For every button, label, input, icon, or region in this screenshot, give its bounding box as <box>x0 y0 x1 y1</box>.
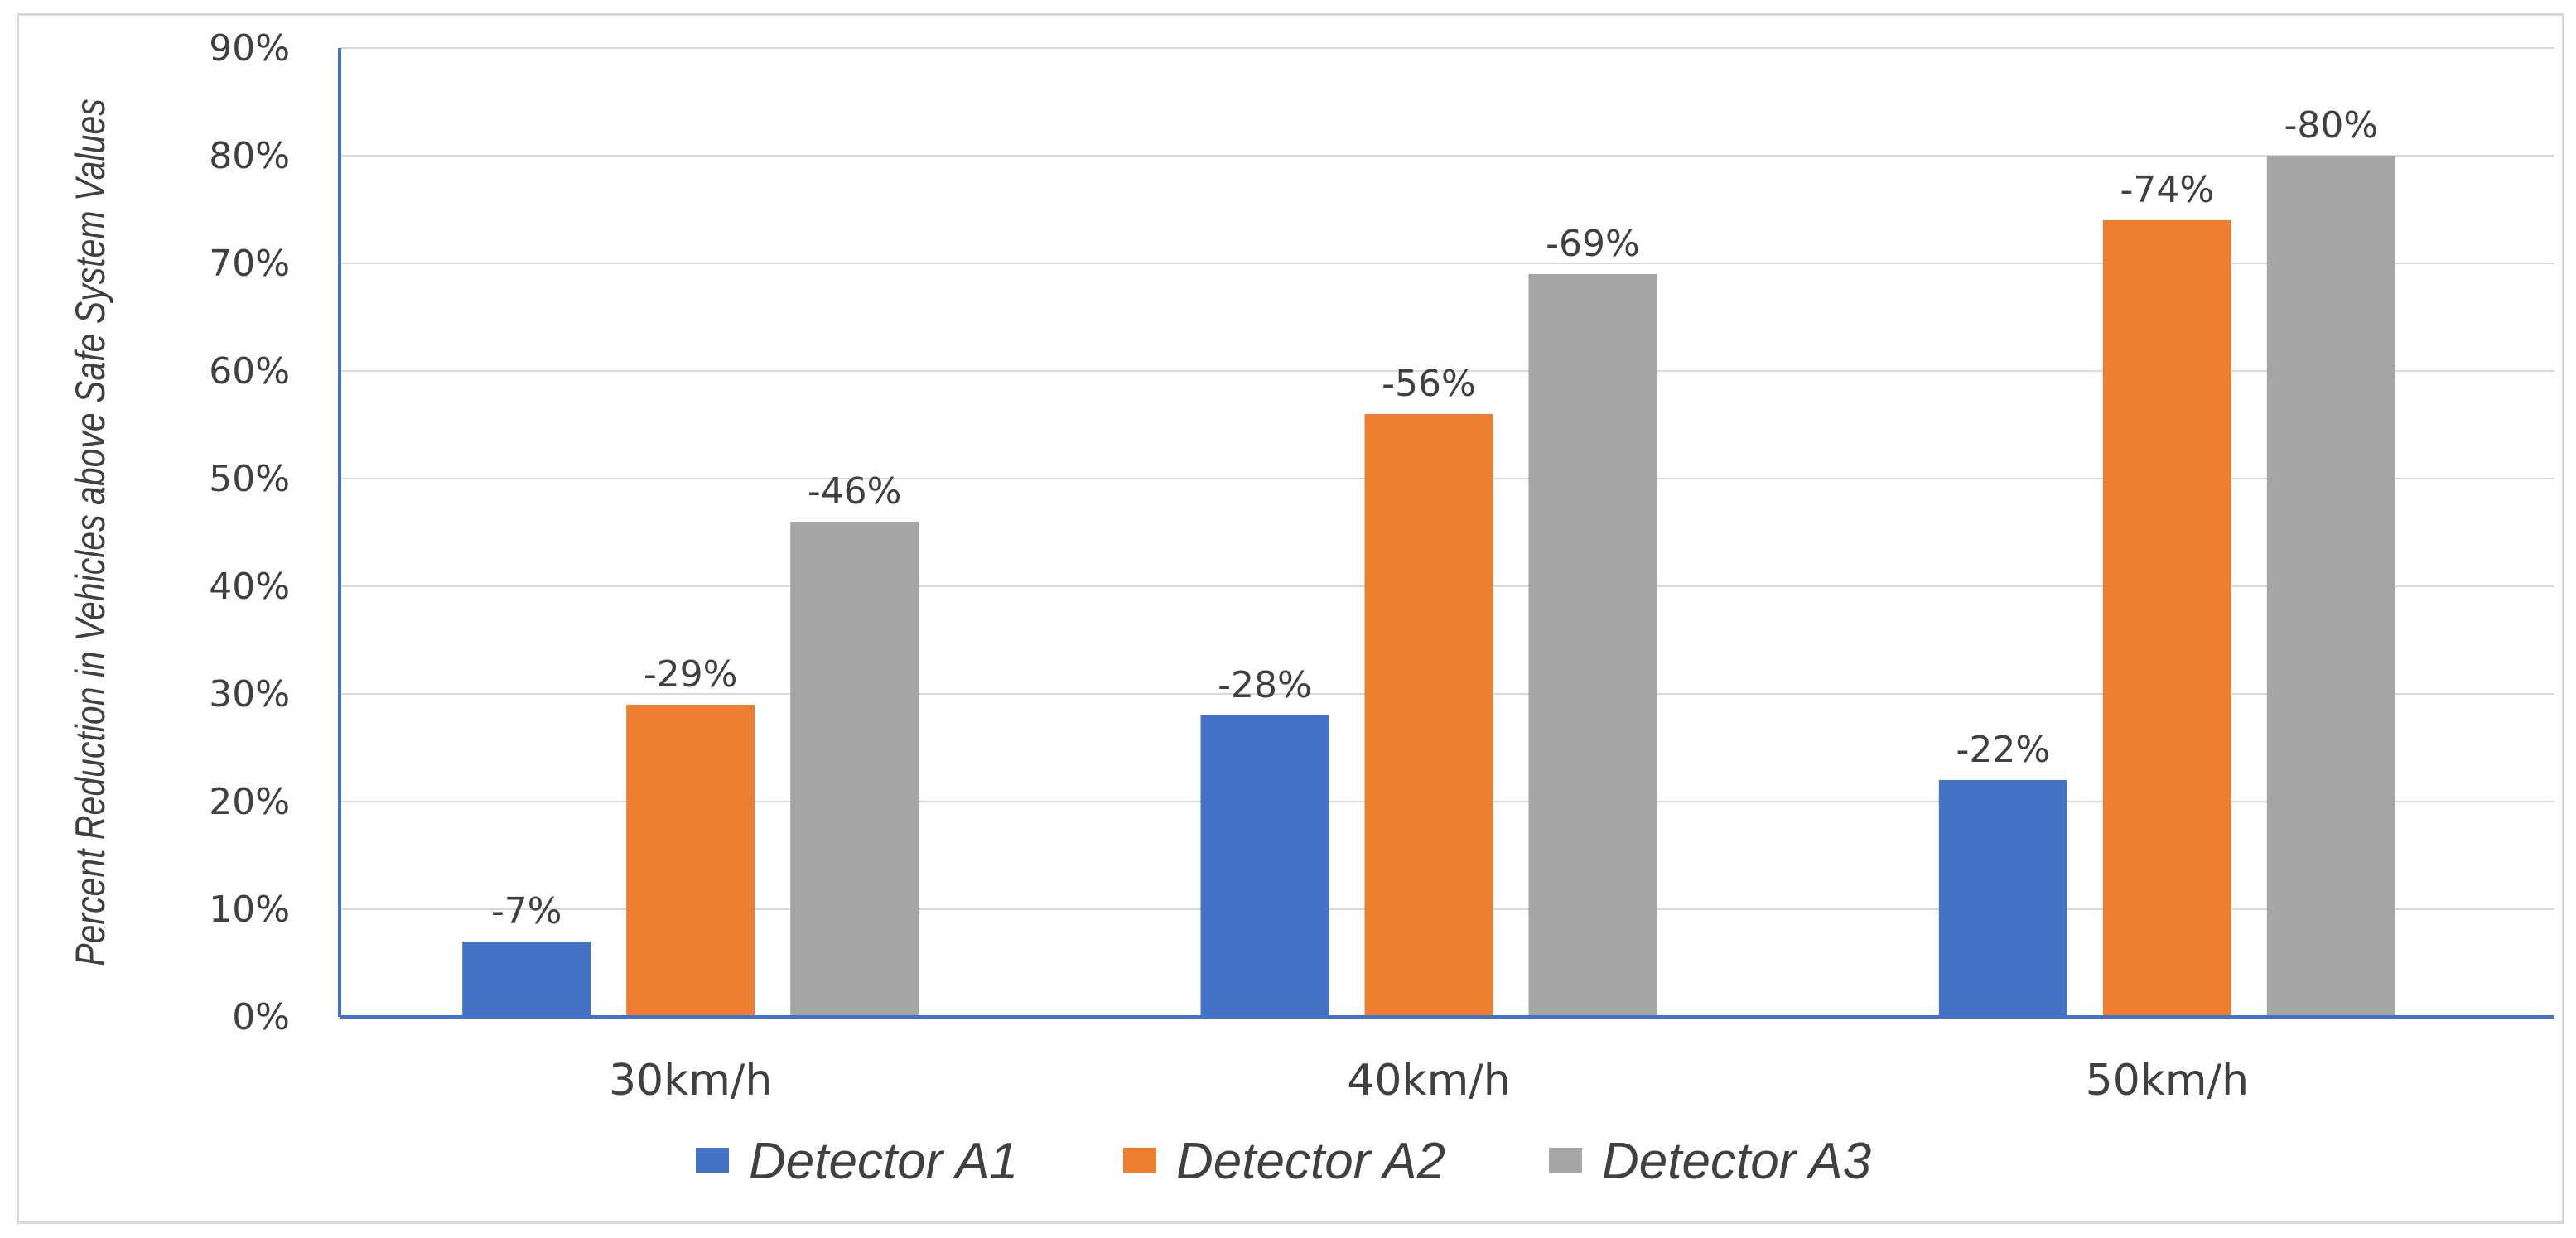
data-label: -80% <box>2284 104 2378 147</box>
data-label: -69% <box>1546 223 1640 265</box>
y-tick-label: 20% <box>209 781 290 823</box>
bar <box>2102 220 2231 1017</box>
bar <box>462 942 591 1017</box>
bar <box>1364 414 1493 1017</box>
bar <box>1938 780 2067 1017</box>
y-tick-label: 10% <box>209 889 290 931</box>
legend-label: Detector A3 <box>1602 1133 1871 1190</box>
y-tick-label: 40% <box>209 566 290 608</box>
x-tick-label: 30km/h <box>609 1056 772 1106</box>
data-label: -46% <box>808 470 902 513</box>
x-tick-label: 50km/h <box>2086 1056 2249 1106</box>
y-tick-label: 30% <box>209 673 290 715</box>
data-label: -22% <box>1956 729 2050 771</box>
legend-label: Detector A1 <box>749 1133 1018 1190</box>
y-tick-label: 80% <box>209 135 290 177</box>
y-tick-label: 90% <box>209 27 290 70</box>
data-label: -29% <box>644 653 738 696</box>
legend-swatch <box>696 1148 729 1173</box>
data-label: -74% <box>2120 169 2214 211</box>
legend-label: Detector A2 <box>1176 1133 1445 1190</box>
bar <box>790 522 919 1017</box>
x-tick-label: 40km/h <box>1347 1056 1510 1106</box>
data-label: -7% <box>491 890 562 932</box>
data-label: -28% <box>1218 664 1312 706</box>
y-axis-title: Percent Reduction in Vehicles above Safe… <box>67 99 113 966</box>
data-label: -56% <box>1382 363 1476 405</box>
y-tick-label: 0% <box>232 996 290 1038</box>
bar <box>1200 715 1329 1017</box>
bar <box>1528 274 1657 1017</box>
bar <box>626 705 755 1017</box>
y-tick-label: 50% <box>209 458 290 500</box>
legend-swatch <box>1549 1148 1582 1173</box>
bar <box>2266 156 2395 1017</box>
y-tick-label: 70% <box>209 243 290 285</box>
legend-swatch <box>1123 1148 1156 1173</box>
y-tick-label: 60% <box>209 350 290 393</box>
